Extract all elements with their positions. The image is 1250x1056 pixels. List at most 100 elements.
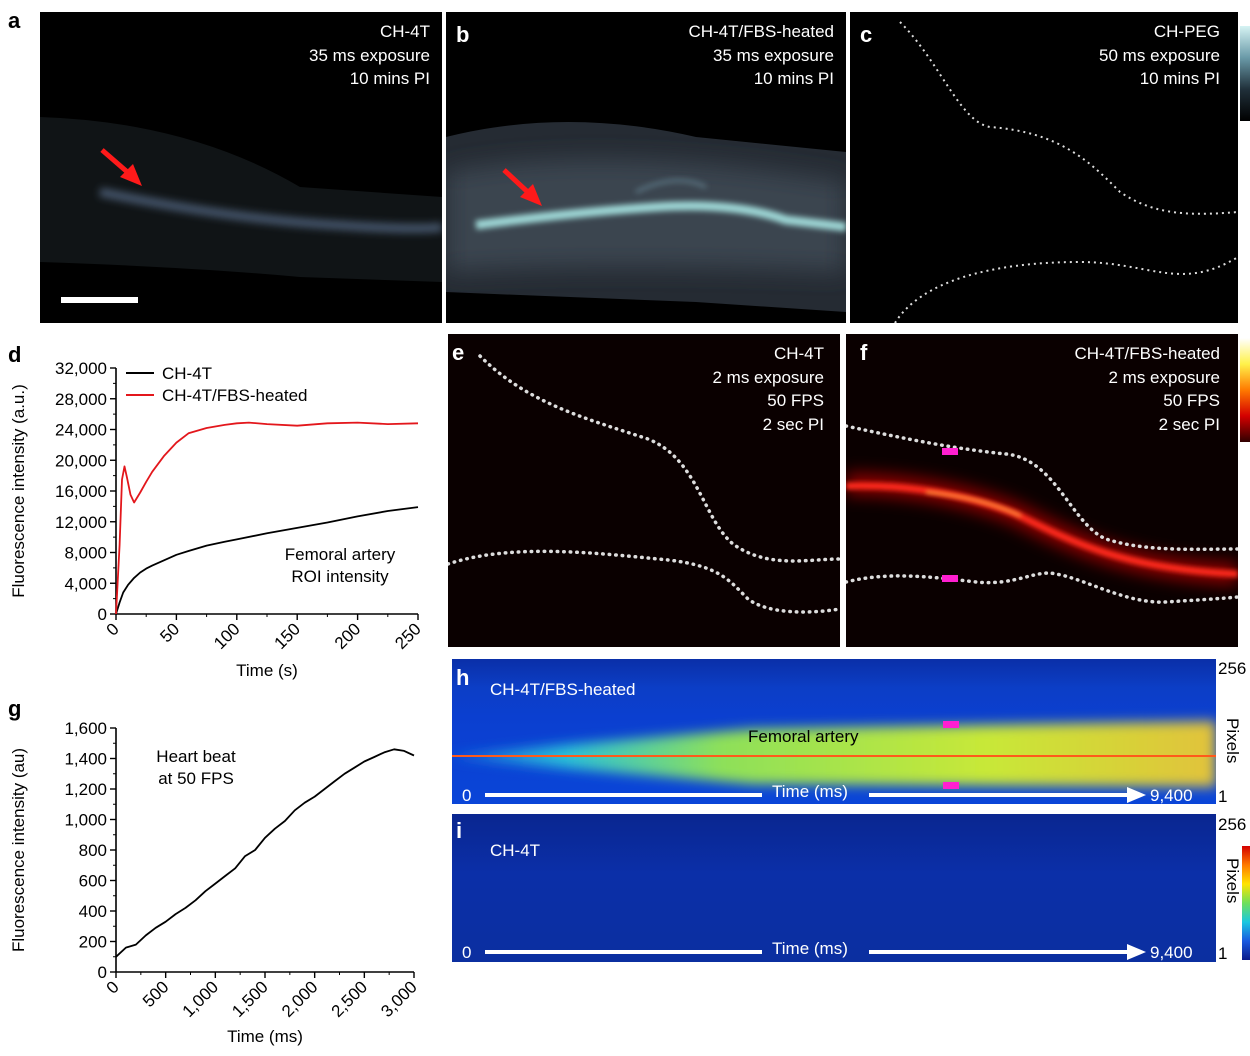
y-tick-label: 12,000 (55, 513, 107, 532)
panel-letter-f: f (860, 340, 868, 365)
time-label: 2 sec PI (1158, 414, 1220, 434)
x-tick-label: 1,500 (228, 977, 272, 1021)
vessel-signal (475, 201, 846, 232)
panel-f-image: f CH-4T/FBS-heated 2 ms exposure 50 FPS … (846, 334, 1238, 647)
panel-letter-d: d (8, 342, 22, 367)
sample-label: CH-4T (773, 344, 824, 363)
sample-label: CH-4T/FBS-heated (1074, 344, 1221, 363)
exposure-label: 35 ms exposure (309, 45, 430, 65)
kymo-i-pixel-bottom: 1 (1218, 944, 1228, 963)
kymo-sample-label: CH-4T/FBS-heated (490, 680, 636, 699)
panel-c-vessel-outline (894, 21, 1238, 323)
panel-letter-a: a (8, 8, 21, 33)
exposure-label: 50 ms exposure (1099, 45, 1220, 65)
y-tick-label: 400 (79, 902, 107, 921)
panel-b-info: CH-4T/FBS-heated 35 ms exposure 10 mins … (689, 20, 835, 91)
y-tick-label: 4,000 (64, 574, 107, 593)
fps-label: 50 FPS (1163, 391, 1220, 410)
roi-marker-bottom (942, 575, 958, 582)
arrow-icon (502, 168, 542, 206)
x-tick-label: 50 (156, 619, 183, 646)
panel-f-info: CH-4T/FBS-heated 2 ms exposure 50 FPS 2 … (1075, 342, 1221, 436)
panel-e-info: CH-4T 2 ms exposure 50 FPS 2 sec PI (713, 342, 825, 436)
panel-a-info: CH-4T 35 ms exposure 10 mins PI (309, 20, 430, 91)
panel-letter-e: e (452, 340, 465, 365)
x-tick-label: 500 (139, 977, 172, 1010)
roi-marker-top (942, 448, 958, 455)
kymo-i-pixel-axis-label: Pixels (1223, 858, 1242, 904)
kymograph-signal (452, 721, 1216, 803)
y-tick-label: 32,000 (55, 359, 107, 378)
limb-silhouette (40, 117, 442, 282)
kymo-sample-label: CH-4T (490, 841, 541, 860)
panel-b-image: b CH-4T/FBS-heated 35 ms exposure 10 min… (446, 12, 846, 323)
signal-band (452, 721, 1216, 787)
x-tick-label: 3,000 (377, 977, 421, 1021)
panel-a-image: CH-4T 35 ms exposure 10 mins PI (40, 12, 442, 323)
x-tick-label: 200 (331, 619, 364, 652)
y-tick-label: 1,000 (64, 811, 107, 830)
arrow-head-icon (1127, 944, 1146, 960)
kymo-h-pixel-axis-label: Pixels (1223, 718, 1242, 764)
y-tick-label: 0 (98, 963, 107, 982)
panel-c-info: CH-PEG 50 ms exposure 10 mins PI (1099, 20, 1220, 91)
x-tick-label: 1,000 (179, 977, 223, 1021)
exposure-label: 2 ms exposure (1108, 367, 1221, 387)
limb-glow (446, 159, 846, 272)
series-line-1 (115, 421, 419, 615)
vessel-hotspot (925, 491, 1022, 517)
y-tick-label: 8,000 (64, 544, 107, 563)
kymo-h-pixel-top: 256 (1218, 659, 1247, 678)
kymo-h-pixel-bottom: 1 (1218, 787, 1228, 806)
sample-label: CH-4T/FBS-heated (688, 22, 835, 41)
y-tick-label: 1,200 (64, 780, 107, 799)
y-tick-label: 800 (79, 841, 107, 860)
x-tick-label: 0 (103, 619, 123, 639)
legend-label: CH-4T/FBS-heated (162, 386, 308, 405)
vessel-signal (99, 187, 442, 233)
panel-i-kymograph: i CH-4T 0 Time (ms) 9,400 (452, 814, 1216, 962)
exposure-label: 2 ms exposure (712, 367, 825, 387)
vessel-outline-upper (478, 354, 840, 563)
kymo-time-label: Time (ms) (772, 782, 848, 801)
vessel-outline-upper (846, 424, 1238, 552)
panel-letter-h: h (456, 665, 470, 690)
roi-marker-top (943, 721, 959, 728)
kymo-time-end: 9,400 (1150, 943, 1193, 962)
vessel-outline-lower (894, 256, 1238, 323)
kymo-time-label: Time (ms) (772, 939, 848, 958)
chart-annotation: Femoral artery (285, 545, 396, 564)
x-axis-label: Time (s) (236, 661, 298, 680)
y-tick-label: 1,400 (64, 750, 107, 769)
colorbar-abc (1240, 26, 1250, 121)
y-tick-label: 16,000 (55, 482, 107, 501)
y-axis-label: Fluorescence intensity (a.u.) (9, 384, 28, 598)
chart-annotation: Heart beat (156, 747, 236, 766)
y-tick-label: 24,000 (55, 421, 107, 440)
panel-h-kymograph: h CH-4T/FBS-heated Femoral artery 0 Time… (452, 659, 1216, 804)
chart-d: 0 4,000 8,000 12,000 16,000 20,000 24,000 28,00… (9, 359, 425, 680)
panel-c-image: c CH-PEG 50 ms exposure 10 mins PI (850, 12, 1238, 323)
time-label: 2 sec PI (762, 414, 824, 434)
x-tick-label: 150 (271, 619, 304, 652)
vessel-outline-lower (846, 571, 1238, 604)
kymo-time-start: 0 (462, 943, 472, 962)
series-line-0 (115, 748, 415, 958)
y-tick-label: 200 (79, 933, 107, 952)
exposure-label: 35 ms exposure (713, 45, 834, 65)
branch-vessel (635, 179, 707, 194)
time-label: 10 mins PI (1139, 69, 1220, 88)
series-line-0 (115, 506, 419, 615)
arrow-icon (100, 148, 142, 186)
chart-annotation: ROI intensity (291, 567, 389, 586)
panel-b-vessel-art (446, 122, 846, 312)
x-tick-label: 100 (210, 619, 243, 652)
fps-label: 50 FPS (767, 391, 824, 410)
panel-e-image: e CH-4T 2 ms exposure 50 FPS 2 sec PI (448, 334, 840, 647)
y-tick-label: 1,600 (64, 719, 107, 738)
y-tick-label: 20,000 (55, 451, 107, 470)
y-tick-label: 28,000 (55, 390, 107, 409)
colorbar-hi (1242, 846, 1250, 960)
x-tick-label: 0 (103, 977, 123, 997)
